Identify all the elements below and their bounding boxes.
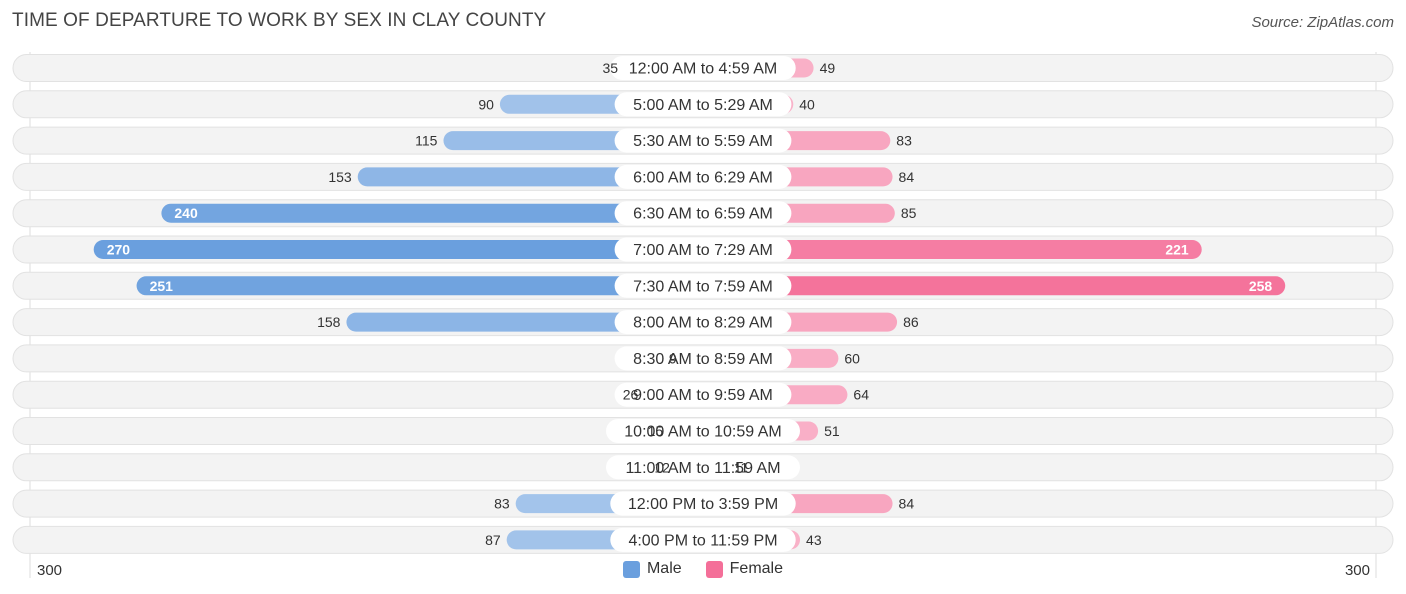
female-value-label: 43 [806, 532, 822, 548]
category-label-pill [614, 273, 792, 298]
category-label-pill [614, 92, 792, 117]
male-value-label: 251 [150, 278, 174, 294]
category-label-pill [614, 164, 792, 189]
female-value-label: 84 [899, 169, 915, 185]
legend-item-female: Female [705, 560, 784, 578]
male-bar [346, 312, 703, 332]
legend-item-male: Male [622, 560, 682, 578]
female-value-label: 11 [734, 459, 749, 475]
male-value-label: 158 [317, 314, 341, 330]
category-label: 7:00 AM to 7:29 AM [633, 242, 773, 259]
category-label-pill [614, 310, 792, 335]
male-value-label: 83 [494, 496, 510, 512]
male-value-label: 15 [648, 423, 664, 439]
male-value-label: 35 [602, 60, 618, 76]
category-label-pill [606, 419, 800, 443]
male-value-label: 270 [107, 242, 131, 258]
category-label-pill [614, 237, 792, 262]
female-value-label: 86 [903, 314, 919, 330]
legend: Male Female [0, 560, 1406, 578]
male-bar [136, 276, 703, 296]
category-label-pill [614, 382, 792, 407]
legend-label-female: Female [729, 560, 784, 577]
category-label-pill [614, 201, 792, 226]
male-value-label: 87 [485, 532, 501, 548]
male-value-label: 26 [623, 387, 639, 403]
female-value-label: 40 [799, 96, 815, 112]
category-label-pill [614, 128, 792, 153]
category-label: 12:00 AM to 4:59 AM [629, 61, 778, 78]
male-bar [93, 240, 703, 259]
category-label: 7:30 AM to 7:59 AM [633, 278, 773, 295]
category-label-pill [614, 346, 792, 371]
category-label-pill [610, 56, 796, 80]
legend-label-male: Male [646, 560, 682, 577]
category-label-pill [606, 455, 800, 480]
male-bar [161, 203, 703, 223]
category-label: 8:00 AM to 8:29 AM [633, 315, 773, 332]
female-value-label: 64 [853, 387, 869, 403]
category-label: 4:00 PM to 11:59 PM [628, 532, 777, 549]
female-value-label: 83 [896, 133, 912, 149]
category-label: 9:00 AM to 9:59 AM [633, 387, 773, 404]
male-value-label: 153 [328, 169, 352, 185]
category-label: 12:00 PM to 3:59 PM [628, 496, 778, 513]
male-value-label: 12 [654, 459, 670, 475]
female-value-label: 258 [1249, 278, 1273, 294]
male-value-label: 90 [478, 96, 494, 112]
chart-title: TIME OF DEPARTURE TO WORK BY SEX IN CLAY… [12, 10, 547, 31]
category-label: 8:30 AM to 8:59 AM [633, 351, 773, 368]
category-label: 6:30 AM to 6:59 AM [633, 206, 773, 223]
axis-left-label: 300 [37, 562, 63, 579]
male-value-label: 115 [415, 133, 438, 149]
female-value-label: 51 [824, 423, 840, 439]
female-value-label: 221 [1165, 242, 1189, 258]
legend-swatch-male [622, 560, 640, 578]
category-label: 10:00 AM to 10:59 AM [624, 424, 781, 441]
female-value-label: 49 [820, 60, 836, 76]
female-bar [703, 240, 1202, 259]
female-bar [703, 276, 1286, 296]
category-label-pill [610, 491, 796, 516]
category-label: 11:00 AM to 11:59 AM [625, 460, 780, 477]
category-label-pill [610, 527, 796, 552]
female-value-label: 85 [901, 205, 917, 221]
male-value-label: 240 [174, 205, 198, 221]
axis-right-label: 300 [1344, 562, 1370, 579]
source-label: Source: ZipAtlas.com [1251, 14, 1394, 31]
category-label: 5:30 AM to 5:59 AM [633, 133, 773, 150]
female-value-label: 60 [844, 350, 860, 366]
category-label: 6:00 AM to 6:29 AM [633, 169, 773, 186]
female-value-label: 84 [899, 496, 915, 512]
male-value-label: 9 [669, 350, 677, 366]
category-label: 5:00 AM to 5:29 AM [633, 97, 773, 114]
legend-swatch-female [705, 560, 723, 578]
